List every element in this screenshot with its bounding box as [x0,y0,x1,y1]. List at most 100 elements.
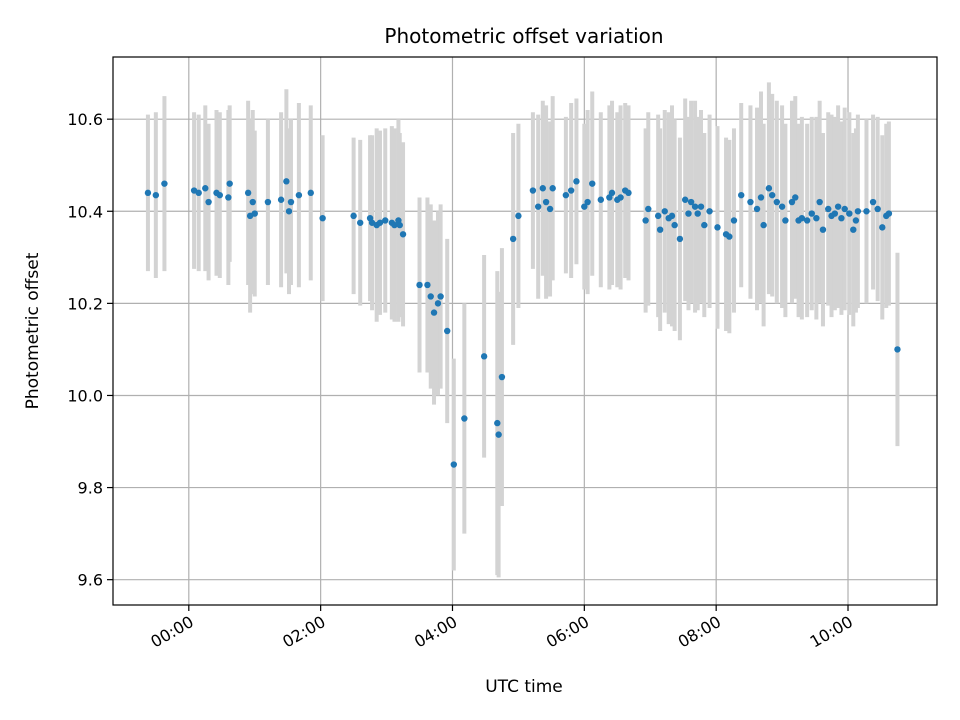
data-point [226,180,233,187]
data-point [427,293,434,300]
data-point [581,203,588,210]
data-point [202,185,209,192]
data-point [894,346,901,353]
data-point [434,300,442,307]
data-point [788,198,796,206]
data-point [437,293,444,300]
data-point [277,196,285,203]
data-point [656,226,664,233]
data-point [152,191,160,199]
data-point [546,205,554,213]
data-point [534,203,542,210]
data-point [515,212,522,220]
data-point [697,203,705,210]
y-axis-title: Photometric offset [23,252,43,409]
y-axis: 9.6 9.8 10.0 10.2 10.4 10.6 [67,110,113,590]
data-point [307,189,314,197]
data-point [285,208,293,215]
y-tick-label: 10.4 [67,202,103,221]
data-point [753,205,761,213]
data-point [597,196,605,203]
x-axis: 00:00 02:00 04:00 06:00 08:00 10:00 [147,605,856,652]
data-point [498,373,506,381]
data-point [738,191,745,199]
data-point [676,235,684,243]
x-tick-label: 10:00 [807,612,856,652]
data-point [461,415,468,422]
data-point [661,208,668,215]
data-point [808,210,815,217]
data-point [283,178,290,185]
plot-area [113,57,937,605]
data-point [625,189,632,197]
data-point [249,198,256,206]
y-tick-label: 9.8 [78,479,103,498]
error-bars [145,82,900,578]
data-point [730,217,738,224]
data-point [816,198,823,206]
x-tick-label: 02:00 [279,612,328,652]
data-point [869,198,877,206]
data-point [195,189,202,197]
data-point [357,219,364,226]
x-tick-label: 06:00 [543,612,592,652]
data-point [319,214,326,222]
data-point [450,461,458,468]
data-point [645,205,652,213]
y-tick-label: 10.2 [67,294,103,313]
data-point [509,235,517,243]
data-point [879,224,886,231]
data-point [765,185,773,192]
data-point [691,203,699,210]
data-point [584,198,591,206]
data-point [529,187,537,194]
y-tick-label: 10.0 [67,386,103,405]
x-tick-label: 00:00 [147,612,196,652]
data-point [852,217,860,224]
data-point [251,210,258,217]
data-point [834,203,842,210]
data-point [216,191,223,199]
data-point [391,221,398,229]
data-point [424,281,431,289]
data-point [773,198,781,206]
data-point [747,198,754,206]
data-point [760,221,767,229]
data-point [295,191,303,199]
data-point [430,309,438,316]
data-point [854,208,862,215]
data-point [608,189,616,197]
data-point [287,198,295,206]
data-point [681,196,689,203]
data-point [567,187,575,194]
data-point [885,210,893,217]
data-point [382,217,389,224]
data-point [542,198,550,206]
data-points [144,178,901,468]
data-point [205,198,212,206]
data-point [706,208,713,215]
data-point [846,210,853,217]
data-point [642,217,649,224]
data-point [573,178,580,185]
data-point [714,224,721,231]
data-point [757,194,765,201]
data-point [494,419,501,427]
data-point [841,205,848,213]
data-point [792,194,799,201]
data-point [825,205,832,213]
data-point [769,191,776,199]
data-point [726,233,733,240]
data-point [399,231,407,238]
data-point [778,203,786,210]
data-point [850,226,857,233]
data-point [798,214,806,222]
data-point [863,208,870,215]
data-point [225,194,232,201]
data-point [694,210,701,217]
data-point [480,353,488,360]
chart-title: Photometric offset variation [384,24,663,48]
data-point [495,431,502,438]
plot-frame [112,56,938,606]
